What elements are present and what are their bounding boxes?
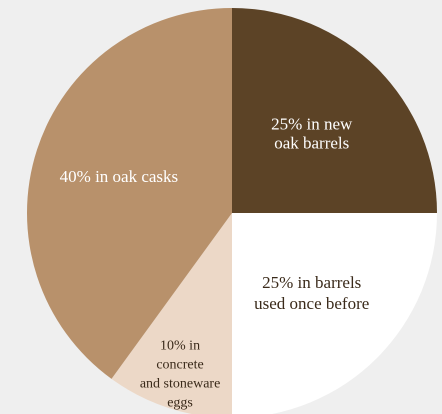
pie-slice-label-0: 25% in new oak barrels bbox=[271, 115, 353, 153]
pie-slices bbox=[26, 8, 437, 414]
pie-slice-label-line: eggs bbox=[167, 395, 193, 410]
pie-labels: 25% in new oak barrels 25% in barrels used … bbox=[60, 115, 370, 411]
pie-slice-label-line: 25% in new bbox=[271, 115, 353, 134]
pie-slice-label-2: 10% in concrete and stoneware eggs bbox=[140, 338, 220, 410]
pie-slice-label-3: 40% in oak casks bbox=[60, 167, 179, 186]
pie-slice-label-line: 40% in oak casks bbox=[60, 167, 179, 186]
pie-slice-label-line: oak barrels bbox=[274, 134, 349, 153]
pie-slice-label-line: 25% in barrels bbox=[262, 273, 361, 292]
pie-slice-1 bbox=[232, 213, 437, 414]
pie-slice-label-line: 10% in bbox=[160, 338, 200, 353]
pie-slice-label-line: and stoneware bbox=[140, 376, 220, 391]
pie-slice-2 bbox=[111, 213, 232, 414]
pie-slice-0 bbox=[232, 8, 437, 213]
pie-slice-3 bbox=[26, 8, 233, 379]
pie-slice-label-line: concrete bbox=[156, 357, 203, 372]
pie-slice-label-line: used once before bbox=[254, 294, 369, 313]
pie-slice-label-1: 25% in barrels used once before bbox=[254, 273, 369, 313]
